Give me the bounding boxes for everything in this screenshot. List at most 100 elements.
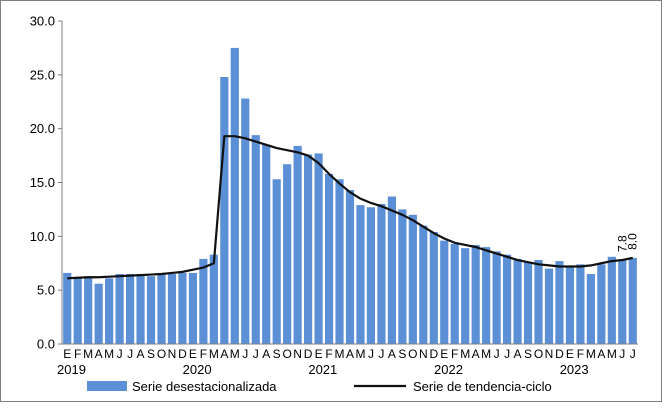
data-label: 7.8 bbox=[615, 235, 629, 252]
x-tick-label: J bbox=[378, 347, 384, 361]
x-tick-label: O bbox=[534, 347, 543, 361]
x-tick-label: S bbox=[524, 347, 532, 361]
x-tick-label: O bbox=[408, 347, 417, 361]
bar bbox=[63, 272, 72, 344]
x-tick-label: M bbox=[230, 347, 240, 361]
x-tick-label: N bbox=[168, 347, 177, 361]
x-tick-label: F bbox=[451, 347, 458, 361]
x-tick-label: J bbox=[630, 347, 636, 361]
bar bbox=[492, 251, 501, 344]
x-tick-label: J bbox=[504, 347, 510, 361]
x-tick-label: D bbox=[304, 347, 313, 361]
bar bbox=[471, 244, 480, 344]
bar bbox=[503, 254, 512, 344]
bar bbox=[94, 283, 103, 344]
bar bbox=[586, 274, 595, 344]
bar bbox=[482, 247, 491, 344]
bar bbox=[283, 164, 292, 344]
x-tick-label: M bbox=[83, 347, 93, 361]
bar bbox=[356, 205, 365, 344]
bar bbox=[115, 274, 124, 344]
bar bbox=[136, 274, 145, 344]
x-tick-label: J bbox=[242, 347, 248, 361]
x-tick-label: M bbox=[104, 347, 114, 361]
bar bbox=[304, 154, 313, 344]
bar bbox=[398, 209, 407, 344]
x-tick-label: E bbox=[440, 347, 448, 361]
x-tick-label: J bbox=[619, 347, 625, 361]
x-tick-label: M bbox=[607, 347, 617, 361]
bar bbox=[377, 204, 386, 344]
x-tick-label: J bbox=[494, 347, 500, 361]
bar bbox=[157, 272, 166, 344]
bar bbox=[513, 258, 522, 344]
bar bbox=[419, 225, 428, 344]
x-tick-label: S bbox=[273, 347, 281, 361]
bar bbox=[262, 144, 271, 344]
year-label: 2022 bbox=[434, 362, 463, 377]
bar bbox=[523, 262, 533, 344]
x-tick-label: M bbox=[209, 347, 219, 361]
bar bbox=[387, 196, 396, 344]
bar bbox=[84, 276, 93, 344]
trend-line bbox=[67, 135, 633, 280]
bar bbox=[450, 243, 459, 344]
bar bbox=[272, 179, 281, 344]
bar bbox=[440, 240, 449, 344]
x-tick-label: F bbox=[74, 347, 81, 361]
x-tick-label: E bbox=[189, 347, 197, 361]
y-tick-label: 15.0 bbox=[30, 175, 55, 190]
year-label: 2020 bbox=[183, 362, 212, 377]
bar bbox=[220, 76, 229, 345]
x-tick-label: F bbox=[325, 347, 332, 361]
bar bbox=[607, 256, 616, 344]
bar bbox=[199, 258, 208, 344]
y-tick-label: 25.0 bbox=[30, 67, 55, 82]
y-tick-label: 0.0 bbox=[37, 337, 55, 352]
bar bbox=[167, 274, 177, 344]
x-tick-label: E bbox=[566, 347, 574, 361]
x-tick-label: A bbox=[137, 347, 145, 361]
legend: Serie desestacionalizada Serie de tendenc… bbox=[87, 379, 552, 394]
year-label: 2019 bbox=[57, 362, 86, 377]
bar bbox=[544, 268, 554, 344]
x-tick-label: A bbox=[597, 347, 605, 361]
bar bbox=[618, 260, 627, 344]
x-tick-label: O bbox=[157, 347, 166, 361]
x-tick-label: M bbox=[586, 347, 596, 361]
bar bbox=[178, 272, 187, 344]
legend-label: Serie desestacionalizada bbox=[132, 379, 277, 394]
legend-label: Serie de tendencia-ciclo bbox=[413, 379, 552, 394]
bar bbox=[324, 173, 334, 344]
legend-bar-swatch bbox=[87, 381, 127, 391]
bar bbox=[125, 274, 135, 344]
x-tick-label: N bbox=[293, 347, 302, 361]
x-tick-label: J bbox=[127, 347, 133, 361]
bar bbox=[576, 264, 585, 344]
x-tick-label: D bbox=[178, 347, 187, 361]
bar bbox=[628, 257, 637, 344]
bar bbox=[345, 190, 355, 344]
bar bbox=[73, 278, 82, 344]
year-label: 2021 bbox=[308, 362, 337, 377]
x-tick-label: D bbox=[555, 347, 564, 361]
bar bbox=[314, 153, 323, 344]
x-tick-label: S bbox=[147, 347, 155, 361]
bar bbox=[555, 261, 564, 344]
y-tick-label: 20.0 bbox=[30, 121, 55, 136]
x-tick-label: S bbox=[398, 347, 406, 361]
x-tick-label: N bbox=[545, 347, 554, 361]
x-tick-label: M bbox=[481, 347, 491, 361]
bar bbox=[146, 276, 156, 344]
bar bbox=[105, 278, 114, 344]
x-tick-label: A bbox=[220, 347, 228, 361]
x-tick-label: O bbox=[282, 347, 291, 361]
x-tick-label: A bbox=[472, 347, 480, 361]
x-tick-label: A bbox=[388, 347, 396, 361]
x-tick-label: M bbox=[335, 347, 345, 361]
x-tick-label: F bbox=[200, 347, 207, 361]
bar bbox=[429, 232, 438, 344]
x-tick-label: A bbox=[262, 347, 270, 361]
